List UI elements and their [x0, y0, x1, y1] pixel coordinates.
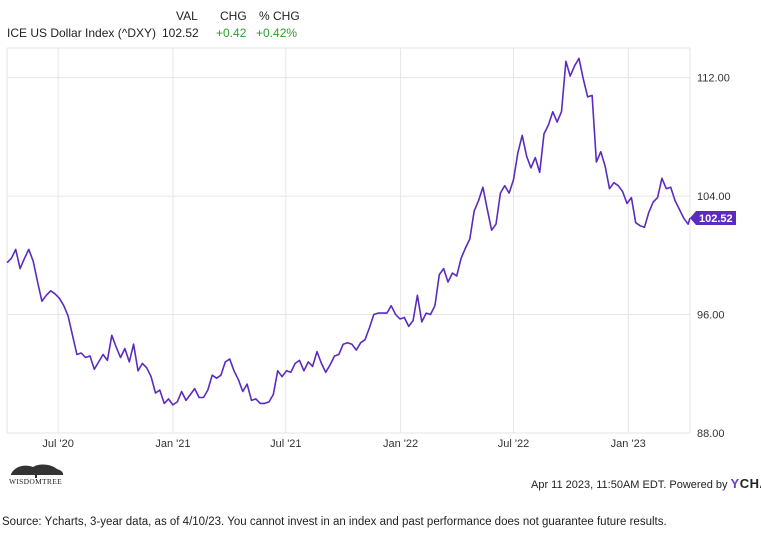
last-value-flag: 102.52 [690, 210, 736, 225]
col-header-pct-chg: % CHG [259, 9, 300, 23]
col-header-chg: CHG [220, 9, 247, 23]
y-tick-label: 104.00 [697, 191, 731, 203]
x-tick-label: Jul '22 [498, 438, 529, 450]
timestamp-text: Apr 11 2023, 11:50AM EDT. Powered by [531, 479, 728, 491]
ycharts-logo-rest: CHARTS [739, 476, 761, 491]
security-name[interactable]: ICE US Dollar Index (^DXY) [7, 26, 157, 40]
x-tick-label: Jan '23 [611, 438, 646, 450]
last-value-label: 102.52 [699, 213, 733, 225]
wisdomtree-tree-icon [11, 464, 64, 478]
x-tick-label: Jul '21 [270, 438, 301, 450]
y-tick-label: 88.00 [697, 428, 725, 440]
grid-lines [6, 47, 691, 434]
x-tick-label: Jan '21 [155, 438, 190, 450]
x-tick-labels: Jul '20 Jan '21 Jul '21 Jan '22 Jul '22 Jan '… [42, 438, 645, 450]
last-value-flag-shape [690, 210, 736, 225]
y-tick-label: 96.00 [697, 310, 725, 322]
value-readout: 102.52 [162, 26, 199, 40]
y-tick-label: 112.00 [697, 73, 730, 85]
ycharts-logo-y: Y [730, 476, 740, 491]
wisdomtree-logo-text: WISDOMTREE [9, 477, 62, 486]
change-readout: +0.42 [216, 26, 247, 40]
series-line [6, 57, 691, 406]
x-tick-label: Jul '20 [42, 438, 73, 450]
x-tick-label: Jan '22 [383, 438, 418, 450]
y-tick-labels: 112.00 104.00 96.00 88.00 [697, 73, 731, 440]
source-note: Source: Ycharts, 3-year data, as of 4/10… [2, 516, 667, 528]
pct-change-readout: +0.42% [256, 26, 298, 40]
ycharts-logo[interactable]: YCHARTS [731, 476, 761, 491]
footer-timestamp: Apr 11 2023, 11:50AM EDT. Powered by YCH… [531, 476, 761, 491]
col-header-val: VAL [176, 9, 198, 23]
price-chart[interactable]: Jul '20 Jan '21 Jul '21 Jan '22 Jul '22 Jan '… [0, 0, 761, 460]
